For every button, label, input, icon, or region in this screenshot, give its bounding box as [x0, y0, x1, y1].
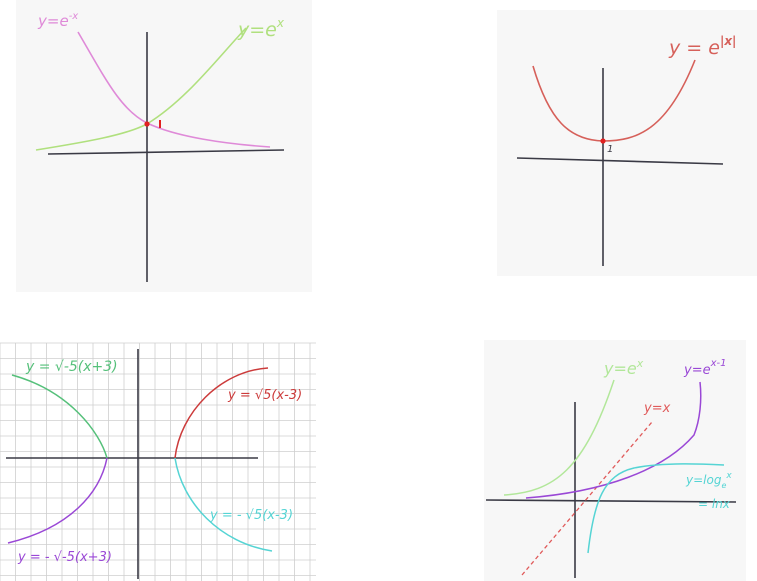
graph-paper-grid	[0, 342, 316, 581]
exp-log-graph: y=ex y=ex-1 y=x y=logex = lnx	[485, 357, 737, 578]
label-red: y = √5(x-3)	[227, 388, 302, 403]
panel-sqrt-curves: y = √-5(x+3) y = √5(x-3) y = - √5(x-3) y…	[0, 342, 316, 581]
curve-purple-neg-sqrt-neg	[7, 457, 108, 544]
label-exp: y=ex	[237, 16, 285, 41]
label-y-equals-x: y=x	[643, 401, 671, 416]
label-exp-neg: y=e-x	[37, 11, 78, 30]
x-axis	[47, 149, 285, 155]
curve-red-sqrt	[174, 367, 269, 459]
panel-exp-reflection: y=e-x y=ex	[16, 0, 312, 292]
panel-exp-abs: 1 y = e|x|	[497, 10, 757, 276]
label-cyan: y = - √5(x-3)	[209, 508, 293, 523]
label-exp-shifted: y=ex-1	[683, 358, 726, 378]
x-axis	[485, 499, 737, 503]
curve-exp-x	[503, 379, 615, 496]
curve-exp-x	[35, 27, 247, 151]
label-exp: y=ex	[603, 357, 644, 378]
line-y-equals-x	[521, 421, 653, 576]
x-axis	[516, 157, 724, 165]
label-exp-abs: y = e|x|	[668, 34, 736, 59]
sqrt-curves-graph: y = √-5(x+3) y = √5(x-3) y = - √5(x-3) y…	[0, 342, 316, 581]
intercept-point	[144, 121, 150, 127]
curve-cyan-neg-sqrt	[174, 457, 273, 552]
label-green: y = √-5(x+3)	[25, 359, 118, 375]
curve-exp-shifted	[525, 381, 702, 499]
curve-ln-x	[587, 463, 725, 554]
label-purple: y = - √-5(x+3)	[17, 550, 112, 565]
curve-exp-abs-x	[532, 59, 696, 142]
intercept-label: 1	[607, 144, 613, 155]
exp-reflection-graph: y=e-x y=ex	[35, 11, 285, 282]
intercept-point	[600, 138, 606, 144]
label-log: y=logex	[685, 471, 732, 490]
exp-abs-graph: 1 y = e|x|	[516, 34, 736, 266]
curve-green-sqrt-neg	[11, 374, 108, 459]
panel-exp-log: y=ex y=ex-1 y=x y=logex = lnx	[484, 340, 746, 581]
curve-exp-neg-x	[77, 31, 271, 148]
label-ln: = lnx	[698, 497, 731, 511]
